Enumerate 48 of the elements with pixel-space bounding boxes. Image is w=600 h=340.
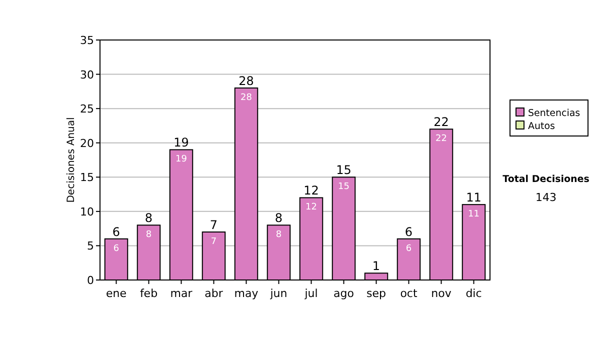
legend-label: Autos (528, 121, 556, 132)
y-tick-label: 30 (80, 68, 94, 82)
total-label: 28 (238, 74, 254, 88)
x-tick-label: nov (431, 287, 452, 300)
x-tick-label: abr (204, 287, 224, 300)
data-label: 6 (113, 244, 120, 254)
total-label: 22 (434, 115, 449, 130)
x-tick-label: jul (304, 287, 318, 300)
y-tick-label: 20 (80, 136, 94, 150)
y-tick-label: 25 (80, 102, 94, 116)
total-label: 19 (174, 136, 189, 150)
x-tick-label: ago (334, 287, 354, 300)
x-tick-label: mar (170, 287, 193, 300)
y-tick-label: 0 (87, 274, 94, 287)
x-tick-label: ene (106, 287, 127, 300)
total-label: 6 (112, 224, 120, 239)
x-tick-label: jun (269, 287, 288, 300)
data-label: 7 (210, 237, 217, 247)
x-tick-label: feb (140, 287, 158, 300)
y-axis-title: Decisiones Anual (66, 117, 77, 203)
y-tick-label: 5 (87, 240, 94, 253)
data-label: 11 (468, 210, 480, 220)
y-tick-label: 15 (80, 171, 94, 184)
x-tick-label: oct (400, 287, 418, 300)
total-label: 12 (304, 184, 319, 198)
data-label: 12 (306, 202, 317, 213)
data-label: 8 (276, 230, 282, 240)
data-label: 15 (338, 182, 350, 192)
y-tick-label: 35 (80, 34, 94, 47)
text: 143 (536, 191, 556, 204)
total-label: 8 (274, 211, 283, 226)
total-label: 15 (336, 163, 352, 178)
data-label: 6 (406, 244, 412, 254)
legend-label: Sentencias (528, 108, 580, 119)
x-tick-label: may (234, 287, 259, 300)
total-label: 7 (210, 218, 218, 232)
text: Total Decisiones (502, 174, 590, 185)
x-tick-label: dic (466, 287, 482, 300)
y-tick-label: 10 (80, 205, 94, 218)
x-tick-label: sep (366, 287, 386, 300)
data-label: 28 (240, 93, 252, 103)
data-label: 8 (146, 230, 152, 240)
total-label: 8 (144, 211, 153, 226)
total-label: 6 (404, 224, 413, 239)
data-label: 19 (176, 154, 188, 165)
total-label: 1 (372, 259, 380, 274)
data-label: 22 (436, 134, 447, 144)
total-label: 11 (466, 190, 482, 205)
